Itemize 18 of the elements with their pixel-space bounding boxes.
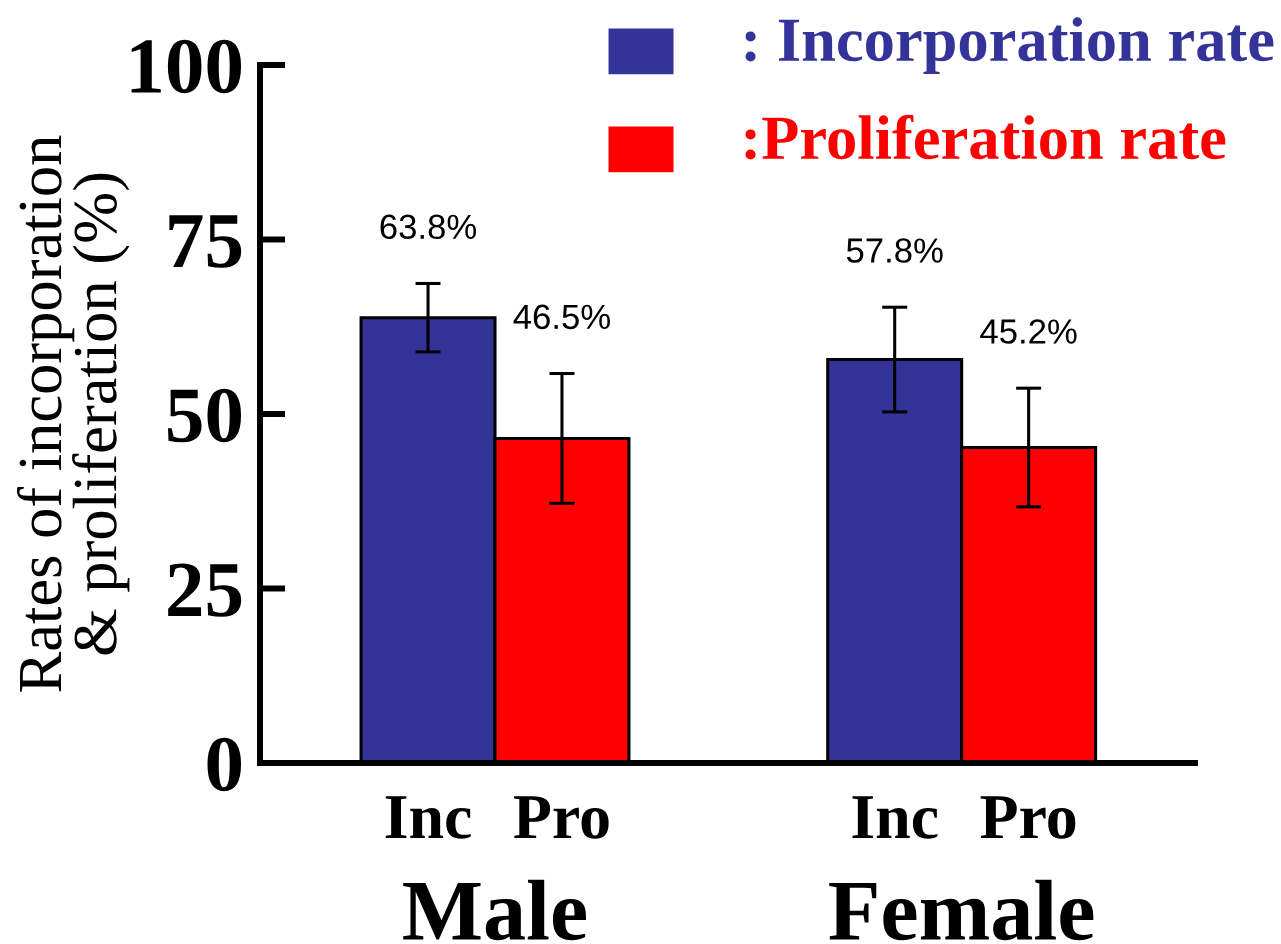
y-tick-label: 100 (131, 39, 242, 94)
x-tick-label: Female (829, 879, 1094, 941)
text: Inc (852, 796, 938, 839)
y-tick-label: 50 (168, 388, 242, 443)
text: Pro (980, 796, 1076, 839)
data-label: 45.2% (980, 319, 1077, 344)
y-tick-label: 75 (169, 215, 242, 268)
x-tick-label: Male (403, 879, 587, 941)
y-tick-label: 25 (168, 563, 242, 617)
legend-label: :Proliferation rate (745, 114, 1226, 160)
y-tick-label: 0 (207, 737, 242, 792)
y-axis-title: Rates of incorporation & proliferation (%) (16, 135, 130, 692)
text: Inc (385, 796, 471, 839)
text: Pro (513, 796, 609, 839)
data-label: 63.8% (380, 214, 477, 240)
legend-label: : Incorporation rate (745, 17, 1274, 74)
data-label: 57.8% (846, 238, 943, 263)
data-label: 46.5% (513, 304, 610, 330)
